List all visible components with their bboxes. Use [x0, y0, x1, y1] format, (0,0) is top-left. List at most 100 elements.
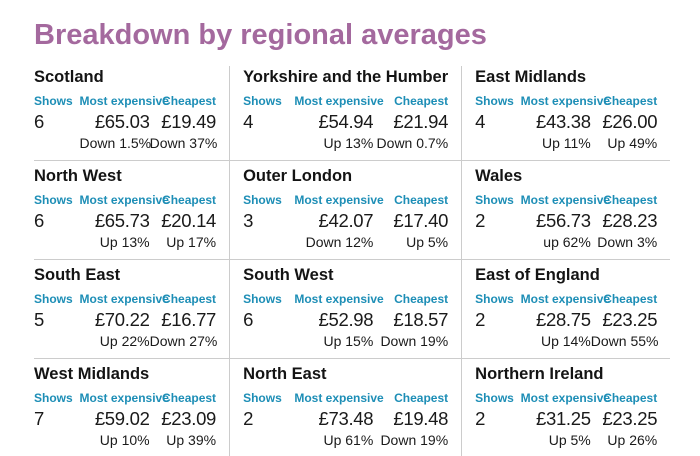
cheapest-value: £28.23 [602, 209, 658, 231]
change-row: Up 5% Up 26% [475, 432, 658, 449]
most-expensive-change: Up 15% [323, 333, 374, 350]
col-header-shows: Shows [475, 291, 514, 306]
col-header-most-expensive: Most expensive [79, 192, 169, 207]
col-header-most-expensive: Most expensive [520, 93, 611, 108]
shows-value: 7 [34, 407, 44, 429]
region-card-yorkshire-and-the-humber: Yorkshire and the Humber Shows Most expe… [230, 65, 463, 161]
col-header-cheapest: Cheapest [603, 390, 658, 405]
cheapest-value: £16.77 [161, 308, 217, 330]
col-header-most-expensive: Most expensive [294, 291, 384, 306]
cheapest-change: Down 0.7% [376, 135, 449, 152]
column-header-row: Shows Most expensive Cheapest [34, 94, 216, 108]
cheapest-change: Down 3% [597, 234, 658, 251]
cheapest-change: Down 19% [380, 333, 449, 350]
cheapest-value: £23.09 [161, 407, 217, 429]
region-card-north-east: North East Shows Most expensive Cheapest… [230, 358, 463, 456]
col-header-cheapest: Cheapest [162, 390, 217, 405]
column-header-row: Shows Most expensive Cheapest [243, 93, 448, 108]
region-name: West Midlands [34, 364, 150, 383]
region-name: Outer London [243, 166, 353, 185]
value-row: 2 £31.25 £23.25 [475, 407, 658, 429]
col-header-shows: Shows [34, 192, 73, 207]
region-card-east-midlands: East Midlands Shows Most expensive Cheap… [462, 66, 671, 161]
region-card-north-west: North West Shows Most expensive Cheapest… [34, 160, 231, 260]
column-header-row: Shows Most expensive Cheapest [243, 390, 449, 405]
region-name: East of England [475, 265, 600, 284]
col-header-most-expensive: Most expensive [520, 192, 611, 207]
col-header-cheapest: Cheapest [603, 291, 658, 306]
shows-value: 5 [34, 308, 44, 330]
cheapest-value: £21.94 [393, 111, 449, 133]
cheapest-change: Up 49% [607, 135, 658, 152]
value-row: 2 £56.73 £28.23 [475, 209, 658, 231]
most-expensive-value: £65.73 [94, 209, 150, 231]
spacer [34, 136, 80, 151]
col-header-cheapest: Cheapest [162, 291, 217, 306]
col-header-cheapest: Cheapest [162, 192, 217, 207]
cheapest-change: Up 17% [166, 234, 217, 251]
cheapest-change: Down 19% [380, 432, 449, 449]
most-expensive-change: Up 13% [323, 135, 374, 152]
shows-value: 6 [34, 111, 44, 133]
change-row: Up 13% Down 0.7% [243, 135, 449, 152]
cheapest-value: £23.25 [602, 407, 658, 429]
most-expensive-change: Up 14% [540, 333, 591, 350]
most-expensive-value: £52.98 [318, 308, 374, 330]
change-row: Up 11% Up 49% [475, 135, 658, 152]
column-header-row: Shows Most expensive Cheapest [475, 93, 657, 108]
cheapest-change: Up 26% [607, 432, 658, 449]
spacer [475, 334, 521, 349]
spacer [475, 433, 521, 448]
cheapest-change: Down 37% [149, 135, 218, 152]
spacer [34, 235, 80, 250]
most-expensive-change: Down 12% [305, 234, 374, 251]
cheapest-value: £19.48 [393, 407, 449, 429]
most-expensive-value: £56.73 [535, 209, 591, 231]
col-header-shows: Shows [34, 291, 73, 306]
column-header-row: Shows Most expensive Cheapest [34, 291, 217, 306]
region-name: Yorkshire and the Humber [243, 67, 449, 86]
col-header-cheapest: Cheapest [394, 390, 449, 405]
region-card-south-west: South West Shows Most expensive Cheapest… [230, 259, 463, 359]
region-grid: Scotland Shows Most expensive Cheapest 6… [34, 65, 671, 456]
change-row: Down 12% Up 5% [243, 234, 449, 251]
spacer [243, 433, 294, 448]
column-header-row: Shows Most expensive Cheapest [34, 192, 217, 207]
col-header-shows: Shows [243, 390, 282, 405]
change-row: Up 61% Down 19% [243, 432, 449, 449]
col-header-shows: Shows [243, 291, 282, 306]
spacer [475, 235, 521, 250]
most-expensive-change: Down 1.5% [79, 135, 152, 152]
col-header-most-expensive: Most expensive [294, 192, 384, 207]
cheapest-value: £20.14 [161, 209, 217, 231]
col-header-most-expensive: Most expensive [294, 390, 384, 405]
spacer [243, 334, 294, 349]
value-row: 3 £42.07 £17.40 [243, 210, 448, 231]
col-header-cheapest: Cheapest [394, 192, 449, 207]
most-expensive-change: Up 61% [323, 432, 374, 449]
col-header-shows: Shows [243, 192, 282, 207]
region-name: Wales [475, 166, 523, 185]
most-expensive-value: £59.02 [94, 407, 150, 429]
column-header-row: Shows Most expensive Cheapest [475, 192, 657, 207]
most-expensive-value: £43.38 [535, 111, 591, 133]
shows-value: 2 [243, 407, 254, 429]
value-row: 6 £65.73 £20.14 [34, 209, 217, 231]
change-row: Down 1.5% Down 37% [34, 135, 218, 152]
most-expensive-change: Up 11% [541, 135, 591, 152]
cheapest-value: £19.49 [161, 111, 217, 133]
shows-value: 2 [475, 407, 486, 429]
value-row: 5 £70.22 £16.77 [34, 308, 217, 330]
col-header-shows: Shows [475, 192, 514, 207]
value-row: 7 £59.02 £23.09 [34, 407, 217, 429]
page-title: Breakdown by regional averages [34, 19, 487, 51]
spacer [243, 136, 294, 151]
cheapest-change: Up 5% [406, 234, 449, 251]
value-row: 2 £28.75 £23.25 [475, 309, 657, 330]
most-expensive-change: Up 22% [99, 333, 150, 350]
col-header-shows: Shows [243, 93, 282, 108]
col-header-shows: Shows [475, 390, 514, 405]
spacer [243, 235, 294, 250]
column-header-row: Shows Most expensive Cheapest [34, 390, 217, 405]
